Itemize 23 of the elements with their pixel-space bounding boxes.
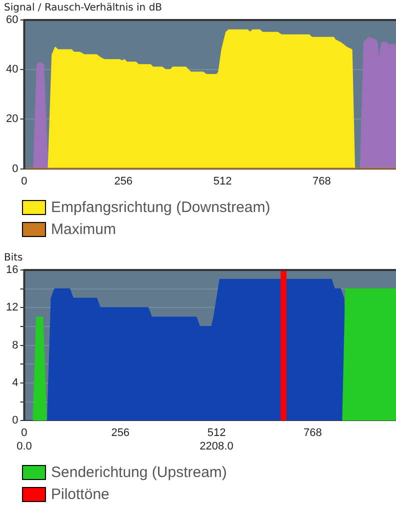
chart-title: Signal / Rausch-Verhältnis in dB <box>4 2 162 14</box>
legend-label: Senderichtung (Upstream) <box>51 464 227 480</box>
x-tick-label: 0 <box>21 175 28 188</box>
y-axis-title: Bits <box>4 252 23 264</box>
y-tick-label: 40 <box>6 64 18 76</box>
y-tick-label: 60 <box>6 14 18 26</box>
y-tick-label: 8 <box>12 339 18 352</box>
x-tick-label: 0 0.0 <box>16 427 32 452</box>
legend-label: Pilottöne <box>51 486 110 502</box>
y-tick-label: 0 <box>12 162 18 175</box>
x-tick-label: 512 <box>213 175 232 188</box>
legend-label: Maximum <box>51 220 116 238</box>
y-tick-label: 4 <box>12 376 18 389</box>
series-label: Empfangsrichtung (Downstream) <box>51 198 270 216</box>
y-tick-label: 20 <box>6 113 18 126</box>
y-tick-label: 16 <box>6 264 18 276</box>
x-tick-label: 768 <box>303 427 322 440</box>
y-tick-label: 12 <box>6 302 18 314</box>
x-tick-label: 256 <box>114 175 133 188</box>
y-tick-label: 0 <box>12 414 18 427</box>
x-tick-label: 768 <box>312 175 331 188</box>
x-tick-label: 256 <box>111 427 130 440</box>
x-tick-label: 512 2208.0 <box>200 427 234 452</box>
